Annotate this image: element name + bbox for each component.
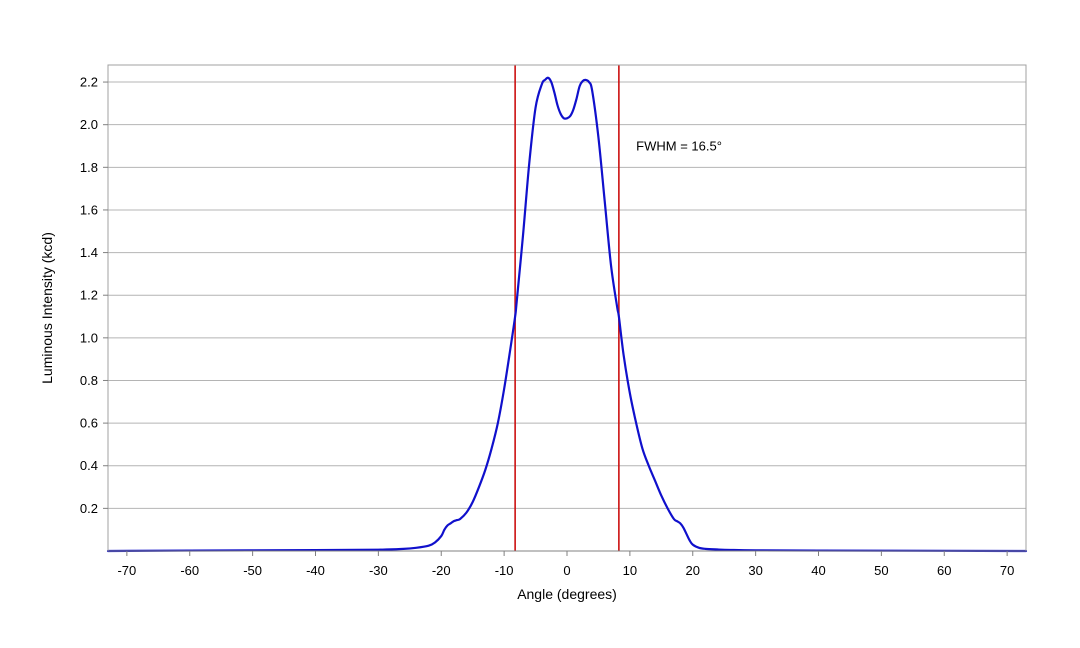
y-axis-ticks: 0.2 0.4 0.6 0.8 1.0 1.2 1.4 1.6 1.8 2.0 2.2: [80, 75, 108, 516]
x-axis-title: Angle (degrees): [517, 586, 617, 602]
gridlines: [108, 81, 1026, 509]
y-tick-label: 1.2: [80, 288, 98, 303]
x-tick-label: -50: [243, 563, 262, 578]
fwhm-annotation: FWHM = 16.5°: [636, 138, 722, 153]
y-axis-title: Luminous Intensity (kcd): [39, 232, 55, 384]
y-tick-label: 2.0: [80, 117, 98, 132]
y-tick-label: 1.6: [80, 202, 98, 217]
x-tick-label: -30: [369, 563, 388, 578]
x-tick-label: 0: [563, 563, 570, 578]
y-tick-label: 1.8: [80, 160, 98, 175]
y-tick-label: 0.2: [80, 501, 98, 516]
x-tick-label: 60: [937, 563, 951, 578]
y-tick-label: 0.4: [80, 458, 98, 473]
x-tick-label: -40: [306, 563, 325, 578]
x-axis-ticks: -70 -60 -50 -40 -30 -20 -10 0 10 20 30 40 50 60 70: [117, 551, 1014, 578]
x-tick-label: -60: [180, 563, 199, 578]
y-tick-label: 1.0: [80, 330, 98, 345]
y-tick-label: 1.4: [80, 245, 98, 260]
y-tick-label: 0.6: [80, 416, 98, 431]
y-tick-label: 0.8: [80, 373, 98, 388]
series-layer: [106, 76, 1028, 553]
x-tick-label: -20: [432, 563, 451, 578]
x-tick-label: 70: [1000, 563, 1014, 578]
annotations: FWHM = 16.5°: [636, 138, 722, 153]
x-tick-label: -10: [495, 563, 514, 578]
y-tick-label: 2.2: [80, 75, 98, 90]
x-tick-label: 10: [623, 563, 637, 578]
x-tick-label: 30: [748, 563, 762, 578]
x-tick-label: 50: [874, 563, 888, 578]
x-tick-label: 40: [811, 563, 825, 578]
series-line: [106, 76, 1028, 553]
x-tick-label: -70: [117, 563, 136, 578]
x-tick-label: 20: [686, 563, 700, 578]
